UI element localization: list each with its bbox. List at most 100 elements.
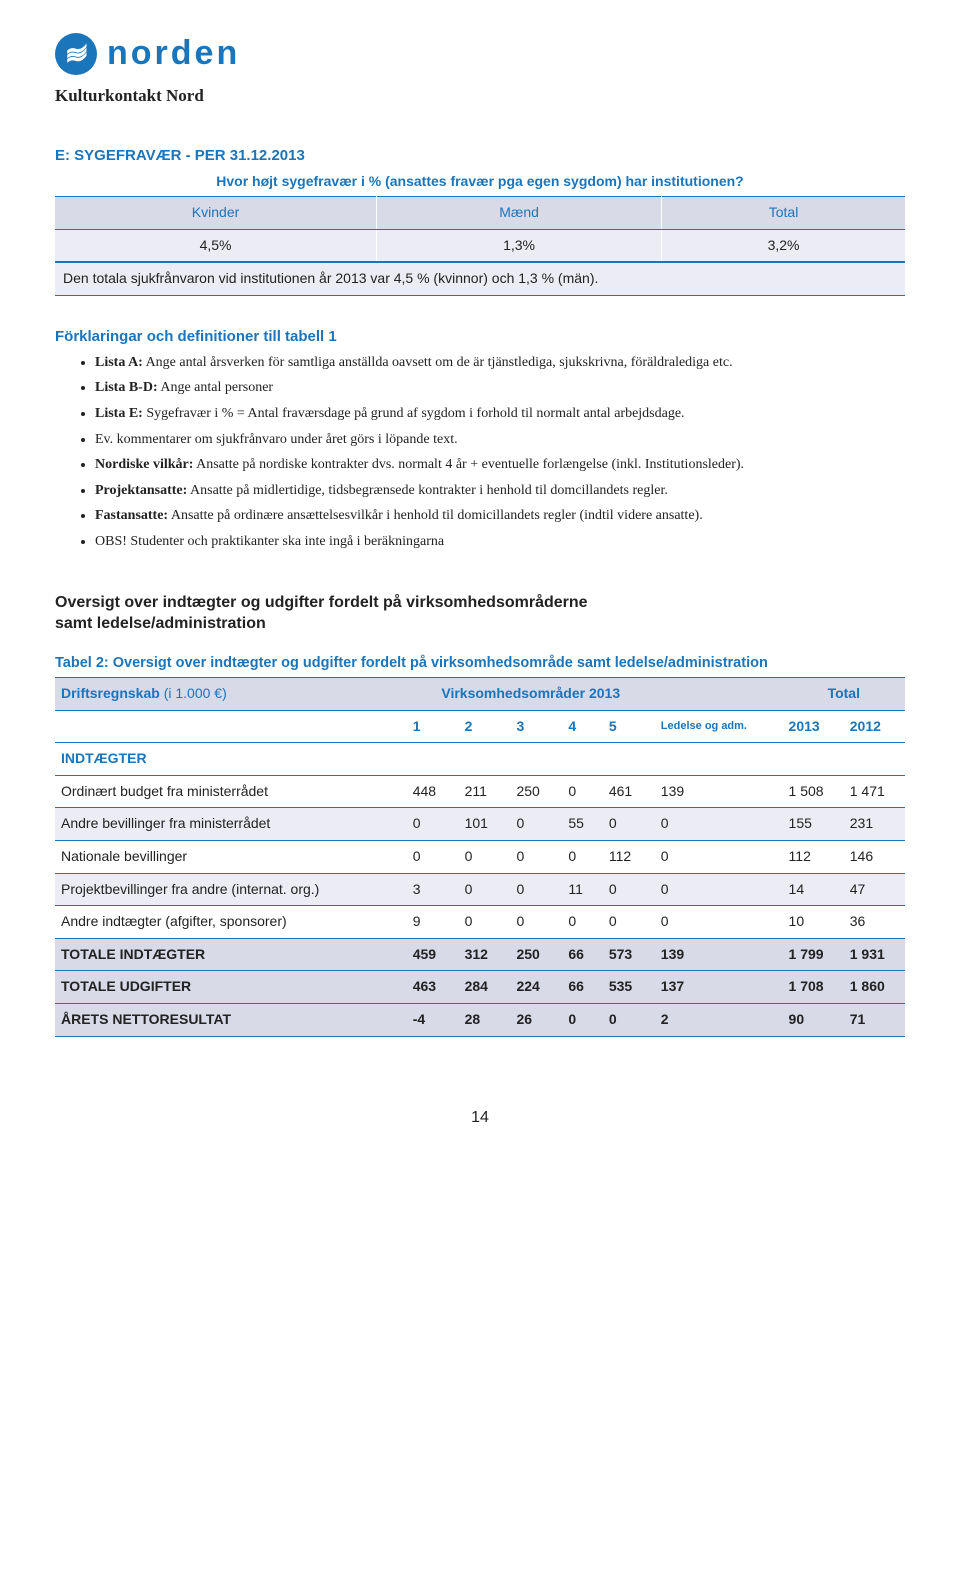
th-blank bbox=[55, 710, 407, 743]
row-label: Andre bevillinger fra ministerrådet bbox=[55, 808, 407, 841]
table-row: Ordinært budget fra ministerrådet4482112… bbox=[55, 775, 905, 808]
th-ledelse: Ledelse og adm. bbox=[655, 710, 783, 743]
cell: 1 931 bbox=[844, 938, 905, 971]
table-row: TOTALE UDGIFTER463284224665351371 7081 8… bbox=[55, 971, 905, 1004]
cell: 0 bbox=[510, 840, 562, 873]
cell: 250 bbox=[510, 775, 562, 808]
cell: 0 bbox=[562, 906, 602, 939]
th-maend: Mænd bbox=[377, 196, 662, 229]
row-label: ÅRETS NETTORESULTAT bbox=[55, 1003, 407, 1036]
cell: 231 bbox=[844, 808, 905, 841]
cell: 10 bbox=[783, 906, 844, 939]
list-item: OBS! Studenter och praktikanter ska inte… bbox=[95, 532, 905, 552]
brand-wordmark: norden bbox=[107, 30, 240, 78]
cell: 1 471 bbox=[844, 775, 905, 808]
cell: 0 bbox=[459, 906, 511, 939]
cell: 1 799 bbox=[783, 938, 844, 971]
table-row: ÅRETS NETTORESULTAT-428260029071 bbox=[55, 1003, 905, 1036]
cell: 0 bbox=[562, 840, 602, 873]
cell: 250 bbox=[510, 938, 562, 971]
cell: 535 bbox=[603, 971, 655, 1004]
table1-note: Den totala sjukfrånvaron vid institution… bbox=[55, 262, 905, 296]
cell: 573 bbox=[603, 938, 655, 971]
cell: 0 bbox=[655, 808, 783, 841]
cell: 36 bbox=[844, 906, 905, 939]
section-e-title: E: SYGEFRAVÆR - PER 31.12.2013 bbox=[55, 145, 905, 166]
cell: 55 bbox=[562, 808, 602, 841]
cell: 0 bbox=[562, 775, 602, 808]
definitions-title: Förklaringar och definitioner till tabel… bbox=[55, 326, 905, 347]
cell: 0 bbox=[655, 840, 783, 873]
table-row: Nationale bevillinger00001120112146 bbox=[55, 840, 905, 873]
cell: 0 bbox=[459, 873, 511, 906]
cell: 9 bbox=[407, 906, 459, 939]
list-item: Lista E: Sygefravær i % = Antal fraværsd… bbox=[95, 404, 905, 424]
list-item: Lista A: Ange antal årsverken för samtli… bbox=[95, 353, 905, 373]
definitions-list: Lista A: Ange antal årsverken för samtli… bbox=[55, 353, 905, 552]
cell: 26 bbox=[510, 1003, 562, 1036]
cell: 224 bbox=[510, 971, 562, 1004]
cell: 71 bbox=[844, 1003, 905, 1036]
cell: 2 bbox=[655, 1003, 783, 1036]
cell: 146 bbox=[844, 840, 905, 873]
table-row: Andre bevillinger fra ministerrådet01010… bbox=[55, 808, 905, 841]
th-2: 2 bbox=[459, 710, 511, 743]
cell: 0 bbox=[655, 873, 783, 906]
cell: 312 bbox=[459, 938, 511, 971]
th-total: Total bbox=[662, 196, 905, 229]
cell: 0 bbox=[407, 808, 459, 841]
th-5: 5 bbox=[603, 710, 655, 743]
table-row: TOTALE INDTÆGTER459312250665731391 7991 … bbox=[55, 938, 905, 971]
cell: 284 bbox=[459, 971, 511, 1004]
logo-row: norden bbox=[55, 30, 905, 78]
cell: 0 bbox=[562, 1003, 602, 1036]
cell: 1 860 bbox=[844, 971, 905, 1004]
page-number: 14 bbox=[55, 1107, 905, 1129]
section-e-caption: Hvor højt sygefravær i % (ansattes fravæ… bbox=[55, 172, 905, 192]
brand-subtitle: Kulturkontakt Nord bbox=[55, 84, 905, 108]
cell: 0 bbox=[407, 840, 459, 873]
cell: 1 508 bbox=[783, 775, 844, 808]
cell: 90 bbox=[783, 1003, 844, 1036]
cell: 459 bbox=[407, 938, 459, 971]
th-kvinder: Kvinder bbox=[55, 196, 377, 229]
cell: 448 bbox=[407, 775, 459, 808]
norden-logo-icon bbox=[55, 33, 97, 75]
cell: 66 bbox=[562, 938, 602, 971]
cell: 1 708 bbox=[783, 971, 844, 1004]
cell: 0 bbox=[603, 873, 655, 906]
oversigt-heading: Oversigt over indtægter og udgifter ford… bbox=[55, 592, 905, 635]
list-item: Nordiske vilkår: Ansatte på nordiske kon… bbox=[95, 455, 905, 475]
cell: 112 bbox=[603, 840, 655, 873]
cell: 28 bbox=[459, 1003, 511, 1036]
cell: 0 bbox=[655, 906, 783, 939]
cell: 211 bbox=[459, 775, 511, 808]
table-sygefravaer: Kvinder Mænd Total 4,5% 1,3% 3,2% bbox=[55, 196, 905, 262]
th-driftsregnskab: Driftsregnskab (i 1.000 €) bbox=[55, 678, 407, 711]
row-label: TOTALE UDGIFTER bbox=[55, 971, 407, 1004]
cell: 0 bbox=[510, 808, 562, 841]
section-indtaegter: INDTÆGTER bbox=[55, 743, 905, 776]
th-2012: 2012 bbox=[844, 710, 905, 743]
td-maend: 1,3% bbox=[377, 229, 662, 262]
list-item: Fastansatte: Ansatte på ordinære ansætte… bbox=[95, 506, 905, 526]
cell: 112 bbox=[783, 840, 844, 873]
row-label: Andre indtægter (afgifter, sponsorer) bbox=[55, 906, 407, 939]
cell: 0 bbox=[603, 1003, 655, 1036]
cell: -4 bbox=[407, 1003, 459, 1036]
cell: 139 bbox=[655, 775, 783, 808]
th-empty bbox=[655, 678, 783, 711]
list-item: Ev. kommentarer om sjukfrånvaro under år… bbox=[95, 430, 905, 450]
row-label: Nationale bevillinger bbox=[55, 840, 407, 873]
cell: 66 bbox=[562, 971, 602, 1004]
cell: 0 bbox=[510, 873, 562, 906]
th-4: 4 bbox=[562, 710, 602, 743]
row-label: TOTALE INDTÆGTER bbox=[55, 938, 407, 971]
table2-caption: Tabel 2: Oversigt over indtægter og udgi… bbox=[55, 653, 905, 673]
cell: 461 bbox=[603, 775, 655, 808]
td-kvinder: 4,5% bbox=[55, 229, 377, 262]
cell: 463 bbox=[407, 971, 459, 1004]
cell: 0 bbox=[459, 840, 511, 873]
th-virksomhed: Virksomhedsområder 2013 bbox=[407, 678, 655, 711]
list-item: Projektansatte: Ansatte på midlertidige,… bbox=[95, 481, 905, 501]
